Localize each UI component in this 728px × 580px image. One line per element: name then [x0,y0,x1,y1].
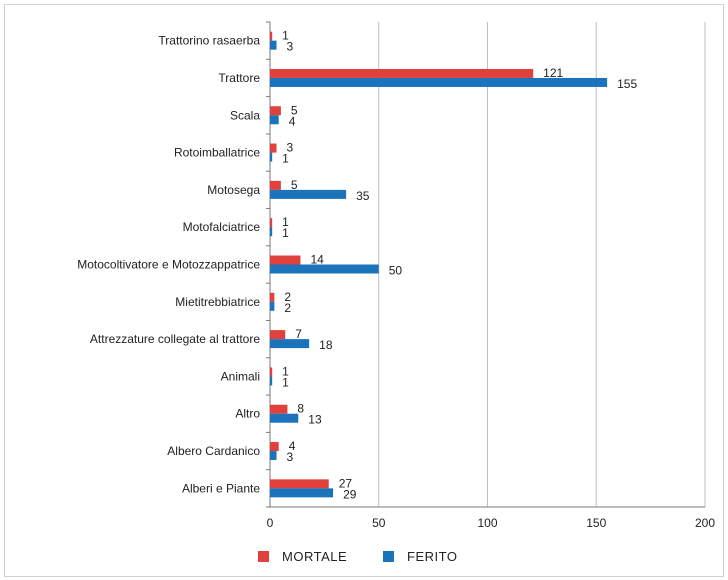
bar-ferito [270,301,275,311]
x-tick-label: 50 [372,516,386,530]
bar-ferito [270,451,277,461]
value-label-mortale: 8 [297,402,304,416]
legend-mortale-swatch [258,551,269,562]
value-label-ferito: 1 [282,375,289,389]
value-label-mortale: 27 [339,476,353,490]
bar-mortale [270,367,273,377]
bar-ferito [270,264,379,274]
bar-ferito [270,189,347,199]
legend: MORTALE FERITO [258,549,457,564]
value-label-mortale: 14 [310,253,324,267]
value-label-ferito: 2 [284,301,291,315]
bar-mortale [270,442,279,452]
bar-mortale [270,330,286,340]
legend-mortale-label: MORTALE [282,549,347,564]
bars [270,31,608,498]
category-label: Trattorino rasaerba [158,34,260,48]
category-label: Albero Cardanico [167,444,260,458]
value-label-mortale: 1 [282,364,289,378]
bar-mortale [270,292,275,302]
x-tick-labels: 0 50 100 150 200 [267,516,716,530]
category-label: Alberi e Piante [182,481,260,495]
value-label-mortale: 3 [287,141,294,155]
bar-mortale [270,143,277,153]
x-tick-label: 150 [586,516,606,530]
category-label: Altro [235,407,260,421]
bar-ferito [270,152,273,162]
value-label-ferito: 1 [282,226,289,240]
category-label: Motofalciatrice [183,220,261,234]
x-tick-label: 0 [267,516,274,530]
bar-ferito [270,413,299,423]
value-label-mortale: 5 [291,178,298,192]
category-label: Animali [221,369,260,383]
bar-ferito [270,115,279,125]
bar-ferito [270,40,277,50]
x-tick-label: 100 [477,516,497,530]
value-label-ferito: 29 [343,487,357,501]
value-label-mortale: 4 [289,439,296,453]
category-label: Rotoimballatrice [174,146,260,160]
bar-mortale [270,106,281,116]
bar-mortale [270,404,288,414]
value-label-ferito: 155 [617,77,637,91]
bar-mortale [270,218,273,228]
bar-ferito [270,376,273,386]
bar-mortale [270,180,281,190]
value-label-mortale: 7 [295,327,302,341]
value-label-mortale: 1 [282,29,289,43]
value-label-mortale: 1 [282,215,289,229]
category-label: Mietitrebbiatrice [175,295,260,309]
value-label-ferito: 3 [287,40,294,54]
category-label: Trattore [218,71,260,85]
value-label-mortale: 5 [291,103,298,117]
bar-ferito [270,488,334,498]
chart-frame [4,4,724,577]
value-label-ferito: 50 [389,264,403,278]
x-tick-label: 200 [695,516,715,530]
bar-mortale [270,479,329,489]
value-label-mortale: 121 [543,66,563,80]
value-label-mortale: 2 [284,290,291,304]
category-label: Motocoltivatore e Motozzappatrice [77,258,260,272]
value-label-ferito: 13 [308,413,322,427]
gridlines [266,21,706,508]
bar-ferito [270,77,608,87]
value-label-ferito: 4 [289,114,296,128]
category-label: Scala [230,108,260,122]
legend-ferito-label: FERITO [407,549,457,564]
value-label-ferito: 1 [282,152,289,166]
value-label-ferito: 3 [287,450,294,464]
category-labels: Trattorino rasaerba Trattore Scala Rotoimba… [77,34,260,496]
category-label: Attrezzature collegate al trattore [90,332,260,346]
value-label-ferito: 35 [356,189,370,203]
bar-ferito [270,339,310,349]
bar-mortale [270,68,534,78]
value-label-ferito: 18 [319,338,333,352]
bar-mortale [270,255,301,265]
legend-ferito-swatch [383,551,394,562]
bar-ferito [270,227,273,237]
bar-mortale [270,31,273,41]
category-label: Motosega [207,183,260,197]
